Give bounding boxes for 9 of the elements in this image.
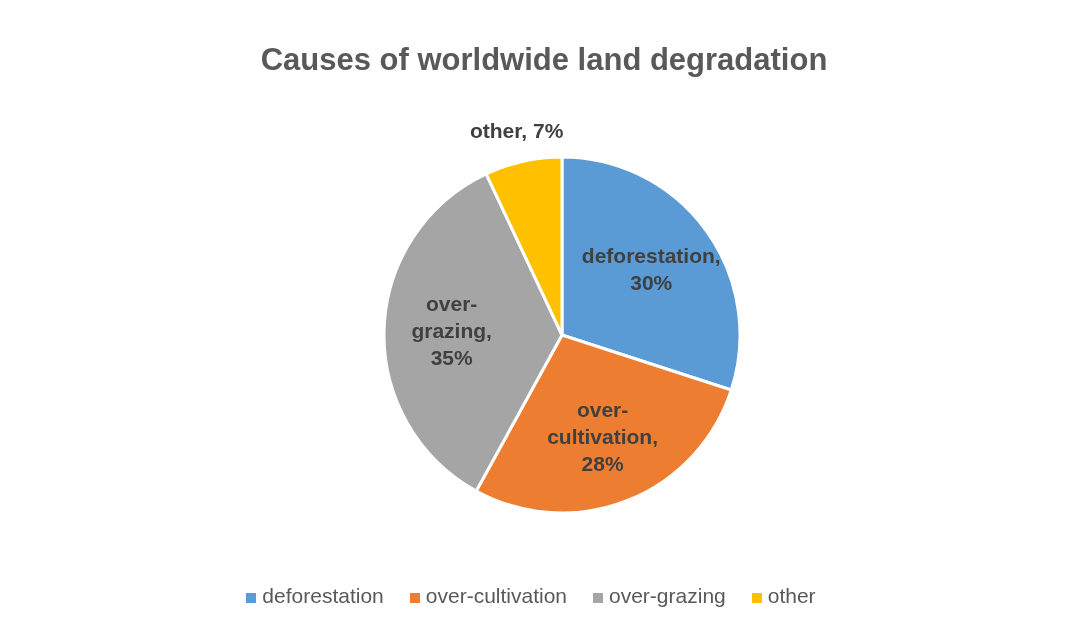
data-label: over-cultivation, 28% — [547, 397, 659, 475]
legend-label: other — [766, 584, 816, 607]
chart-title: Causes of worldwide land degradation — [259, 42, 829, 78]
legend-label: over-grazing — [608, 584, 726, 607]
data-label: other, 7% — [469, 118, 564, 142]
data-label: over-grazing, 35% — [411, 291, 492, 369]
legend-label: over-cultivation — [424, 584, 568, 607]
data-label: deforestation, 30% — [581, 243, 721, 294]
legend-label: deforestation — [261, 584, 384, 607]
